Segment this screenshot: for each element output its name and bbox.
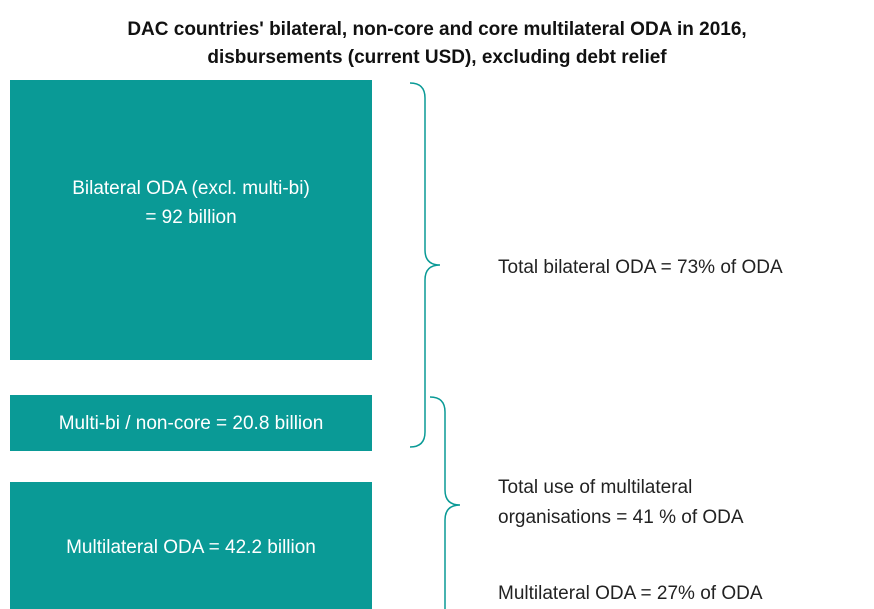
title-line: DAC countries' bilateral, non-core and c…: [127, 19, 746, 40]
box-label: Multi-bi / non-core = 20.8 billion: [59, 413, 324, 434]
brace: [429, 396, 461, 609]
brace: [409, 82, 441, 448]
annotation: Total bilateral ODA = 73% of ODA: [498, 257, 783, 278]
annotation: organisations = 41 % of ODA: [498, 507, 744, 528]
annotation: Multilateral ODA = 27% of ODA: [498, 583, 763, 604]
box-label: Bilateral ODA (excl. multi-bi): [72, 178, 310, 199]
multi-bi-box: [10, 395, 372, 451]
multilateral-box: [10, 482, 372, 609]
title-line: disbursements (current USD), excluding d…: [207, 47, 667, 68]
box-label: = 92 billion: [145, 207, 236, 228]
box-label: Multilateral ODA = 42.2 billion: [66, 537, 316, 558]
annotation: Total use of multilateral: [498, 477, 692, 498]
bilateral-box: [10, 80, 372, 360]
